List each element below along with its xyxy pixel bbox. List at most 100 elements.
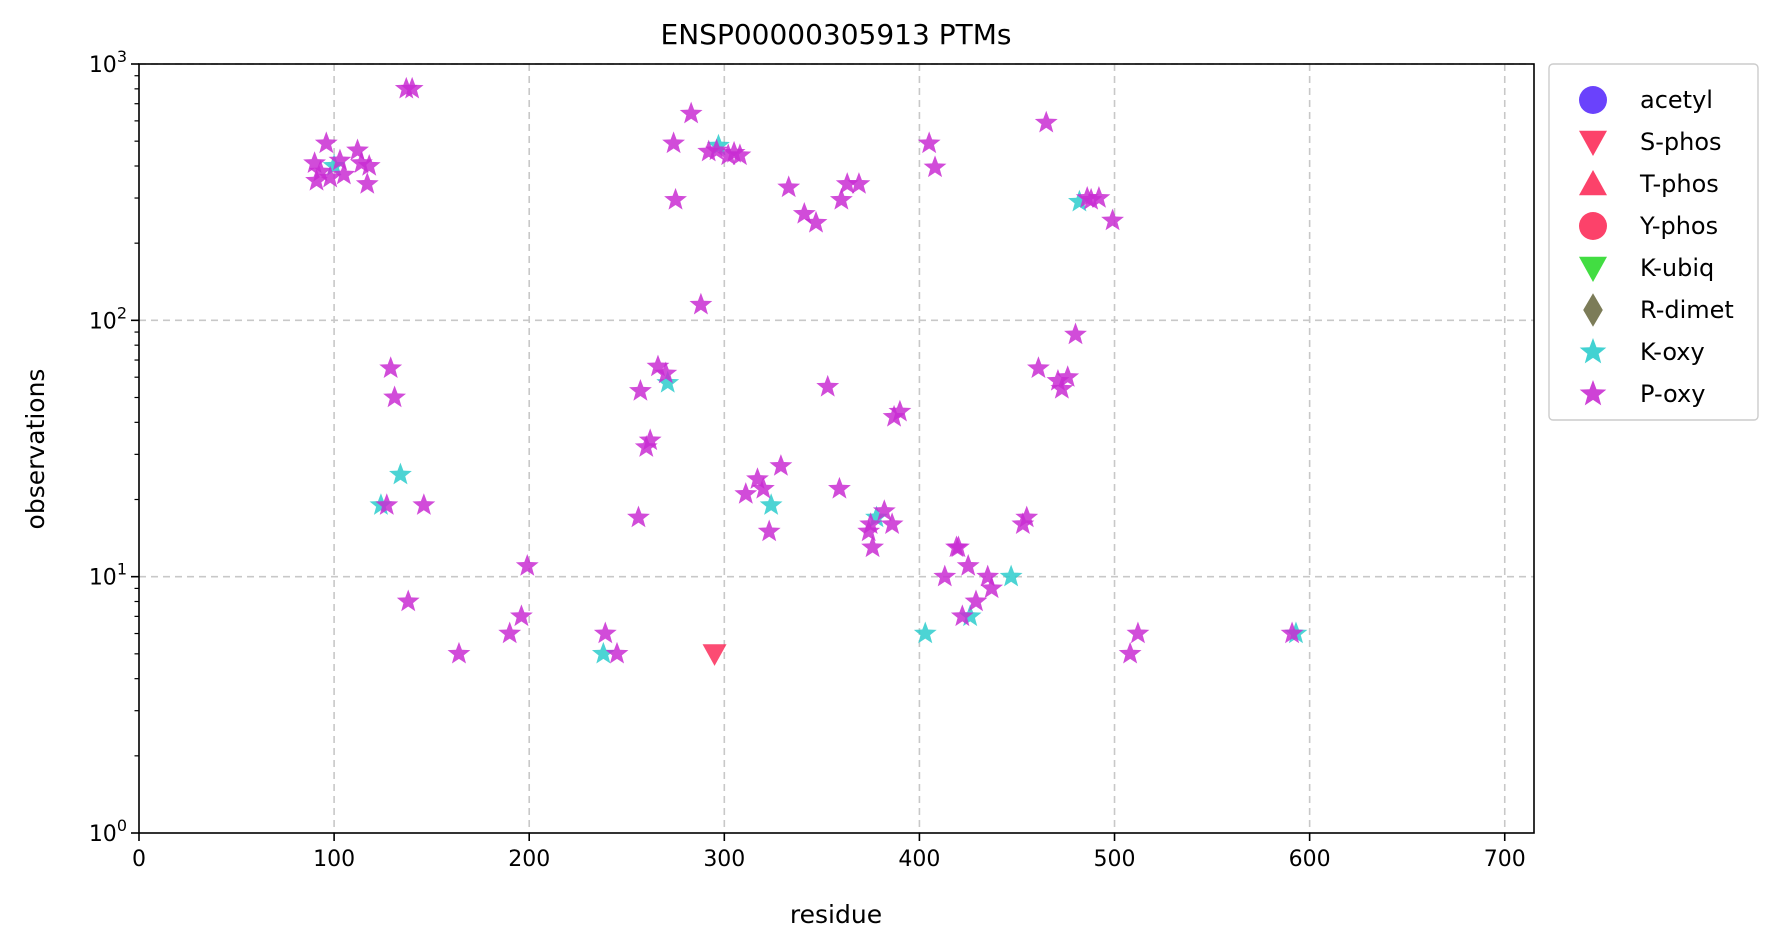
data-point <box>828 476 851 499</box>
data-point <box>734 482 758 504</box>
legend-marker <box>1579 256 1607 282</box>
data-point <box>956 554 980 576</box>
data-point <box>322 154 346 176</box>
data-point <box>917 131 941 154</box>
data-point <box>1101 208 1124 231</box>
series-S-phos <box>702 644 727 666</box>
legend-marker <box>1579 86 1607 114</box>
legend-entry: K-oxy <box>1579 338 1705 366</box>
legend-entry: S-phos <box>1579 128 1722 156</box>
data-point <box>1280 621 1304 644</box>
data-point <box>816 374 840 397</box>
data-point <box>702 644 727 666</box>
legend-entries: acetyl S-phos T-phos Y-phos K-ubiq R-dimet K-o… <box>1579 86 1734 408</box>
legend-entry: Y-phos <box>1579 212 1718 240</box>
legend-label: R-dimet <box>1640 296 1734 324</box>
x-tick-label: 300 <box>703 847 745 872</box>
data-point <box>357 154 381 176</box>
data-point <box>859 512 883 535</box>
data-point <box>804 210 828 233</box>
data-point <box>396 589 420 612</box>
data-point <box>888 399 912 422</box>
data-point <box>947 535 970 558</box>
data-point <box>777 175 801 198</box>
data-point <box>835 172 859 194</box>
data-point <box>332 162 356 185</box>
data-point <box>880 512 904 535</box>
data-point <box>847 172 871 194</box>
data-point <box>933 564 957 587</box>
x-tick-label: 0 <box>132 847 146 872</box>
data-point <box>861 535 884 558</box>
data-point <box>346 138 369 161</box>
y-axis: 100 101 102 103 <box>89 47 139 847</box>
data-point <box>1046 368 1070 391</box>
data-point <box>305 168 328 191</box>
data-point <box>447 641 471 664</box>
data-point <box>303 151 326 173</box>
data-point <box>1034 110 1058 133</box>
y-tick-label: 103 <box>89 47 127 78</box>
x-tick-label: 100 <box>313 847 355 872</box>
y-tick-label: 100 <box>89 816 127 847</box>
data-point <box>605 641 629 664</box>
data-point <box>662 131 685 154</box>
x-axis: 0 100 200 300 400 500 600 700 <box>132 833 1526 872</box>
data-point <box>705 138 728 161</box>
legend-marker <box>1579 170 1607 196</box>
data-point <box>980 576 1004 599</box>
data-point <box>865 505 888 528</box>
data-point <box>728 143 752 166</box>
data-point <box>654 361 678 384</box>
legend-label: S-phos <box>1640 128 1722 156</box>
data-point <box>591 641 615 664</box>
data-point <box>872 499 896 521</box>
data-points <box>303 76 1308 666</box>
data-point <box>509 604 533 627</box>
legend-label: T-phos <box>1639 170 1719 198</box>
data-point <box>646 354 670 377</box>
legend-marker <box>1579 380 1607 406</box>
data-point <box>923 155 947 178</box>
data-point <box>664 187 687 210</box>
data-point <box>412 493 436 515</box>
data-point <box>689 292 713 315</box>
legend-frame <box>1548 63 1759 421</box>
data-point <box>716 143 740 166</box>
data-point <box>629 379 652 401</box>
legend-marker <box>1579 338 1607 364</box>
x-tick-label: 500 <box>1094 847 1136 872</box>
y-axis-label: observations <box>21 369 50 530</box>
data-point <box>638 428 662 451</box>
data-point <box>1056 365 1080 387</box>
data-point <box>593 621 617 644</box>
legend-label: K-oxy <box>1640 338 1705 366</box>
legend-entry: K-ubiq <box>1579 254 1714 282</box>
legend-marker <box>1579 212 1607 240</box>
data-point <box>314 131 338 154</box>
data-point <box>746 467 769 489</box>
data-point <box>913 621 937 644</box>
data-point <box>328 148 352 171</box>
x-tick-label: 700 <box>1484 847 1526 872</box>
data-point <box>1126 621 1150 644</box>
y-tick-label: 101 <box>89 560 127 591</box>
data-point <box>759 493 783 515</box>
data-point <box>1027 356 1050 378</box>
data-point <box>1079 187 1103 210</box>
data-point <box>950 604 974 627</box>
data-point <box>375 493 399 515</box>
data-point <box>383 385 406 408</box>
data-point <box>318 165 342 188</box>
data-point <box>976 564 1000 587</box>
data-point <box>350 151 373 173</box>
data-point <box>679 101 703 124</box>
data-point <box>627 505 650 528</box>
legend-marker <box>1579 130 1607 156</box>
data-point <box>1068 189 1091 212</box>
legend-label: P-oxy <box>1640 380 1705 408</box>
legend-entry: R-dimet <box>1583 293 1734 327</box>
x-tick-label: 400 <box>898 847 940 872</box>
